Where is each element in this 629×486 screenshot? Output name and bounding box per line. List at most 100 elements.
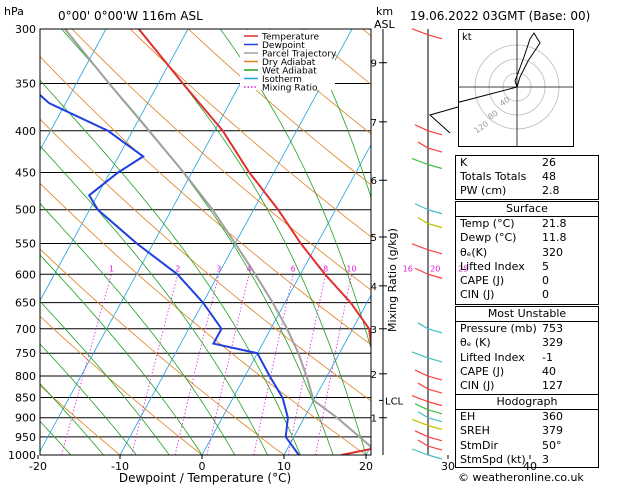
wind-barb-flag	[427, 375, 443, 381]
x-tick-label: -10	[111, 460, 129, 473]
dewpoint-line	[40, 93, 300, 455]
surface-row: Dewp (°C) 11.8	[460, 231, 567, 245]
index-row-totals: Totals Totals 48	[460, 170, 556, 184]
surface-row: θₑ(K) 320	[460, 245, 563, 259]
km-tick-label: 9	[371, 59, 377, 70]
wind-barb-flag	[427, 454, 443, 460]
pressure-tick-label: 900	[15, 412, 36, 425]
wind-barb	[417, 322, 429, 330]
surface-row: Lifted Index 5	[460, 259, 549, 273]
wet-adiabat-line	[40, 254, 203, 455]
pressure-tick-label: 600	[15, 268, 36, 281]
dry-adiabat-line	[40, 118, 371, 402]
wind-barb-flag	[427, 357, 443, 363]
mu-row: CIN (J) 127	[460, 378, 563, 392]
pressure-tick-label: 700	[15, 323, 36, 336]
copyright-label: © weatheronline.co.uk	[458, 471, 584, 484]
pressure-tick-label: 800	[15, 370, 36, 383]
wind-barb-flag	[427, 130, 443, 136]
pressure-tick-label: 1000	[8, 449, 36, 462]
dry-adiabat-line	[40, 384, 121, 455]
plot-frame	[39, 28, 372, 456]
hodograph-overflow-line	[428, 106, 459, 134]
dry-adiabat-line	[40, 55, 371, 346]
wind-barb	[414, 369, 429, 377]
dry-adiabat-line	[40, 182, 367, 455]
location-label: 0°00' 0°00'W 116m ASL	[58, 9, 203, 23]
wind-barb-flag	[427, 388, 443, 394]
mu-row: Pressure (mb) 753	[460, 322, 563, 336]
wind-barb-flag	[427, 445, 443, 451]
hodo-row: EH 360	[460, 410, 563, 424]
wind-barb-flag	[427, 223, 443, 229]
wet-adiabat-line	[40, 343, 137, 455]
wind-barb	[411, 243, 429, 251]
km-tick-label: 5	[371, 233, 377, 244]
pressure-tick-label: 500	[15, 204, 36, 217]
wind-barb-flag	[427, 163, 443, 170]
legend-box	[240, 30, 335, 90]
wind-barb-flag	[427, 273, 443, 279]
wind-barb-flag	[427, 424, 443, 431]
wind-barb	[414, 267, 429, 275]
hodograph-table-panel: Hodograph EH 360 SREH 379 StmDir 50° StmSpd…	[455, 394, 599, 468]
km-tick-label: 3	[371, 325, 377, 336]
km-label: km	[376, 5, 394, 18]
hodograph-table-title: Hodograph	[456, 395, 598, 411]
legend-label: Wet Adiabat	[262, 67, 317, 77]
wind-barb	[417, 439, 429, 447]
wind-barb-flag	[427, 147, 443, 153]
hodo-row: StmSpd (kt) 3	[460, 452, 549, 466]
isotherm-line	[40, 29, 107, 152]
hodo-row: SREH 379	[460, 424, 563, 438]
wet-adiabat-line	[40, 145, 268, 455]
pressure-tick-label: 350	[15, 78, 36, 91]
surface-row: Temp (°C) 21.8	[460, 217, 567, 231]
wet-adiabat-line	[301, 29, 371, 199]
mixing-ratio-label: 8	[323, 264, 328, 273]
parcel-trajectory-line	[64, 29, 371, 448]
hodograph: kt 40 80 120	[458, 29, 574, 147]
mixing-ratio-line	[131, 274, 179, 455]
wind-barb	[417, 217, 429, 225]
mixing-ratio-label: 2	[175, 264, 180, 273]
hodograph-storm-line	[458, 86, 518, 103]
pressure-tick-label: 750	[15, 347, 36, 360]
isotherm-line	[612, 29, 629, 455]
wind-barb	[411, 28, 429, 36]
km-tick-label: 4	[371, 282, 377, 293]
wind-barb	[417, 411, 429, 419]
legend-label: Temperature	[261, 33, 319, 43]
wind-barb	[414, 430, 429, 438]
wind-barb	[411, 351, 429, 359]
mu-row: θₑ (K) 329	[460, 336, 563, 350]
mixing-ratio-label: 16	[403, 264, 413, 273]
x-tick-label: 40	[523, 460, 537, 473]
dry-adiabat-line	[40, 248, 285, 455]
lcl-label: LCL	[385, 396, 404, 407]
wind-barb-flag	[427, 417, 443, 423]
dry-adiabat-line	[595, 29, 629, 455]
wind-barb-flag	[427, 401, 443, 407]
hodograph-kt-label: kt	[462, 32, 472, 43]
surface-panel: Surface Temp (°C) 21.8 Dewp (°C) 11.8 θₑ(K…	[455, 201, 599, 305]
wind-barb	[417, 141, 429, 149]
index-row-pw: PW (cm) 2.8	[460, 184, 560, 198]
mixing-ratio-line	[405, 274, 436, 455]
wet-adiabat-line	[40, 383, 104, 455]
wind-barb	[411, 418, 429, 427]
surface-row: CIN (J) 0	[460, 288, 549, 302]
mixing-ratio-label: 20	[430, 264, 440, 273]
y-axis-title-right: Mixing Ratio (g/kg)	[386, 228, 399, 332]
isotherm-line	[283, 294, 371, 455]
pressure-tick-label: 650	[15, 297, 36, 310]
x-tick-label: -20	[29, 460, 47, 473]
mixing-ratio-label: 4	[247, 264, 252, 273]
wet-adiabat-line	[40, 202, 236, 455]
temperature-line	[138, 29, 371, 455]
indices-panel: K 26 Totals Totals 48 PW (cm) 2.8	[455, 155, 599, 200]
wind-barb-flag	[427, 34, 443, 40]
mixing-ratio-line	[315, 274, 352, 455]
mixing-ratio-label: 3	[216, 264, 221, 273]
dry-adiabat-line	[129, 29, 371, 238]
